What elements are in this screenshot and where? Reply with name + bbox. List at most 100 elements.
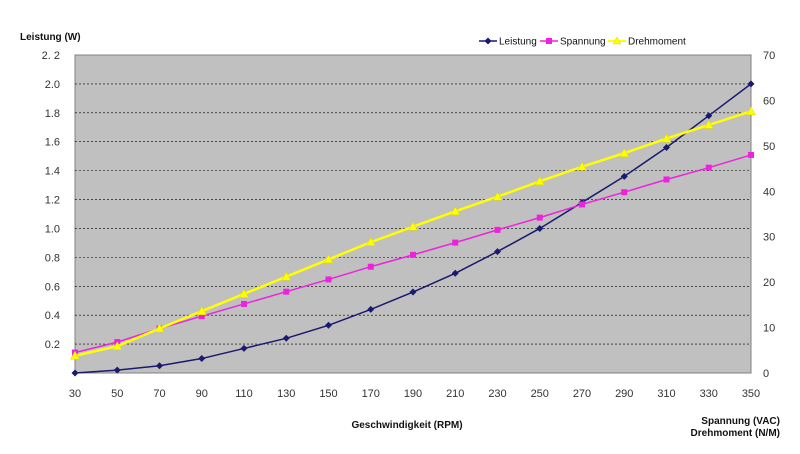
data-point-leistung <box>620 172 628 180</box>
data-point-leistung <box>451 269 459 277</box>
data-point-spannung <box>410 251 416 258</box>
data-point-spannung <box>367 263 374 270</box>
data-point-spannung <box>663 176 670 183</box>
y-right-tick-label: 20 <box>763 277 775 289</box>
legend-label-leistung: Leistung <box>499 37 537 48</box>
data-point-drehmoment <box>365 237 376 246</box>
series-drehmoment <box>70 106 756 360</box>
x-tick-label: 110 <box>235 388 253 400</box>
x-axis-title: Geschwindigkeit (RPM) <box>351 420 462 431</box>
y-right-tick-label: 50 <box>763 141 775 153</box>
data-point-leistung <box>240 344 248 352</box>
legend-label-spannung: Spannung <box>560 37 606 48</box>
data-point-leistung <box>367 305 375 313</box>
y-left-tick-label: 1.2 <box>45 195 60 207</box>
y-right-tick-label: 30 <box>763 232 775 244</box>
data-point-drehmoment <box>239 288 249 298</box>
data-point-drehmoment <box>196 306 207 315</box>
series-leistung <box>71 80 755 377</box>
data-point-spannung <box>494 226 501 233</box>
y-left-tick-label: 0.6 <box>45 281 60 293</box>
x-tick-label: 90 <box>196 388 208 400</box>
data-point-leistung <box>536 224 544 232</box>
x-tick-label: 290 <box>615 388 633 400</box>
tick-labels: 0.2 0.4 0.6 0.8 1.0 1.2 1.4 1.6 1.8 2.0 2. 2 0 10 20 3… <box>42 50 776 400</box>
y-left-tick-label: 1.4 <box>45 166 60 178</box>
data-point-spannung <box>536 214 543 221</box>
data-point-leistung <box>113 366 121 374</box>
data-point-drehmoment <box>661 133 672 143</box>
x-tick-label: 170 <box>362 388 380 400</box>
data-point-spannung <box>705 164 712 171</box>
y-left-axis-title: Leistung (W) <box>20 32 81 43</box>
data-point-drehmoment <box>534 176 545 186</box>
y-left-tick-label: 0.2 <box>45 339 60 351</box>
plot-area <box>74 54 752 374</box>
data-point-spannung <box>325 276 332 283</box>
y-right-tick-label: 0 <box>763 368 769 380</box>
data-point-leistung <box>198 355 206 363</box>
data-point-spannung <box>241 300 247 307</box>
data-point-drehmoment <box>281 271 292 281</box>
y-right-tick-label: 60 <box>763 95 775 107</box>
y-right-tick-label: 40 <box>763 186 775 198</box>
data-point-spannung <box>748 151 754 158</box>
y-right-tick-label: 10 <box>763 323 775 335</box>
y-left-tick-label: 0.4 <box>45 310 60 322</box>
y-right-axis-title-torque: Drehmoment (N/M) <box>691 428 780 439</box>
y-right-tick-label: 70 <box>763 50 775 62</box>
x-tick-label: 250 <box>531 388 549 400</box>
x-tick-label: 130 <box>277 388 295 400</box>
y-left-tick-label: 0.8 <box>45 252 60 264</box>
data-point-leistung <box>747 80 755 88</box>
legend-item-spannung: Spannung <box>540 37 606 48</box>
x-tick-label: 230 <box>488 388 506 400</box>
legend: Leistung Spannung Drehmoment <box>479 36 686 48</box>
series-layer <box>70 80 756 377</box>
data-point-spannung <box>621 189 628 196</box>
y-right-axis-title-voltage: Spannung (VAC) <box>701 416 780 427</box>
data-point-drehmoment <box>746 106 756 116</box>
data-point-leistung <box>705 112 713 120</box>
data-point-leistung <box>663 144 670 152</box>
x-tick-label: 150 <box>319 388 337 400</box>
data-point-spannung <box>198 313 205 320</box>
legend-label-drehmoment: Drehmoment <box>628 37 686 48</box>
legend-item-leistung: Leistung <box>479 37 537 48</box>
data-point-drehmoment <box>450 206 461 216</box>
data-point-leistung <box>156 362 163 370</box>
y-left-tick-label: 2. 2 <box>42 50 60 62</box>
x-tick-label: 50 <box>111 388 123 400</box>
data-point-spannung <box>452 239 459 246</box>
legend-item-drehmoment: Drehmoment <box>608 36 686 48</box>
data-point-spannung <box>579 201 585 208</box>
y-left-tick-label: 1.0 <box>45 223 60 235</box>
data-point-leistung <box>325 321 332 329</box>
data-point-leistung <box>409 288 417 296</box>
y-left-tick-label: 1.8 <box>45 108 60 120</box>
data-point-drehmoment <box>703 119 714 129</box>
x-tick-label: 270 <box>573 388 591 400</box>
data-point-drehmoment <box>492 191 503 201</box>
x-tick-label: 190 <box>404 388 422 400</box>
data-point-drehmoment <box>154 323 165 333</box>
data-point-leistung <box>494 248 501 256</box>
data-point-drehmoment <box>323 254 334 264</box>
data-point-drehmoment <box>112 341 123 350</box>
data-point-leistung <box>71 369 79 377</box>
x-tick-label: 310 <box>657 388 675 400</box>
y-left-tick-label: 2.0 <box>45 79 60 91</box>
x-tick-label: 330 <box>700 388 718 400</box>
data-point-drehmoment <box>619 148 630 157</box>
x-tick-label: 70 <box>153 388 165 400</box>
x-tick-label: 350 <box>742 388 760 400</box>
data-point-spannung <box>283 288 290 295</box>
y-left-tick-label: 1.6 <box>45 137 60 149</box>
data-point-drehmoment <box>408 221 418 231</box>
x-tick-label: 30 <box>69 388 81 400</box>
data-point-drehmoment <box>70 350 80 360</box>
data-point-drehmoment <box>577 161 587 171</box>
data-point-leistung <box>282 334 290 342</box>
x-tick-label: 210 <box>446 388 464 400</box>
